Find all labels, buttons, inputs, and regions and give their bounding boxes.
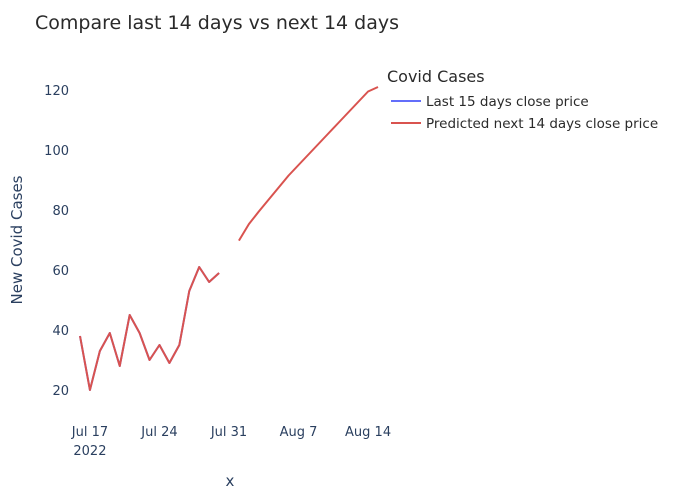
chart-title: Compare last 14 days vs next 14 days	[35, 12, 399, 34]
y-tick-label: 80	[52, 204, 69, 219]
x-tick-label: Jul 17	[71, 425, 108, 440]
x-tick-label: Jul 24	[140, 425, 177, 440]
y-tick-label: 100	[44, 144, 69, 159]
legend-item-predicted-next-14-days[interactable]: Predicted next 14 days close price	[391, 116, 658, 132]
x-axis-ticks: Jul 17 2022 Jul 24 Jul 31 Aug 7 Aug 14	[71, 425, 391, 459]
x-tick-sublabel: 2022	[73, 444, 106, 459]
series-line-1-segment-0	[79, 266, 220, 391]
y-tick-label: 20	[52, 384, 69, 399]
series-lines	[79, 86, 379, 391]
x-tick-label: Aug 7	[280, 425, 318, 440]
x-tick-label: Aug 14	[345, 425, 391, 440]
y-axis-ticks: 20 40 60 80 100 120	[44, 84, 69, 399]
legend-item-last-15-days[interactable]: Last 15 days close price	[391, 94, 589, 110]
y-tick-label: 60	[52, 264, 69, 279]
y-axis-title: New Covid Cases	[8, 175, 26, 304]
legend-title: Covid Cases	[387, 67, 485, 86]
series-line-1-segment-1	[238, 86, 379, 242]
legend[interactable]: Covid Cases Last 15 days close price Pre…	[387, 67, 658, 132]
x-tick-label: Jul 31	[210, 425, 247, 440]
x-axis-title: x	[226, 472, 235, 490]
legend-label-last-15-days: Last 15 days close price	[426, 94, 589, 110]
y-tick-label: 40	[52, 324, 69, 339]
y-tick-label: 120	[44, 84, 69, 99]
legend-label-predicted-next-14-days: Predicted next 14 days close price	[426, 116, 658, 132]
